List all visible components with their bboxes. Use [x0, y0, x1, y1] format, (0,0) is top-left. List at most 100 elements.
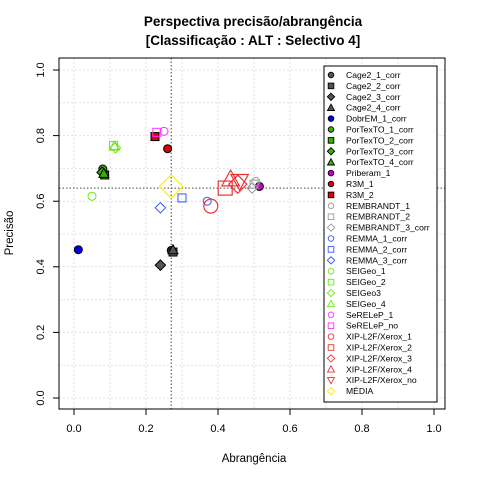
legend-marker-23 — [327, 322, 335, 329]
x-tick-label: 0.6 — [282, 423, 297, 435]
data-point-4 — [73, 245, 83, 255]
legend-marker-9 — [327, 169, 335, 177]
legend-marker-17 — [326, 256, 336, 265]
legend-label-14: REMBRANDT_3_corr — [346, 223, 430, 233]
data-point-24 — [203, 198, 219, 214]
legend-marker-0 — [327, 71, 335, 79]
legend-marker-19 — [327, 278, 335, 286]
data-point-8 — [98, 167, 110, 178]
data-point-3 — [167, 243, 179, 255]
data-point-14 — [246, 182, 259, 194]
legend-marker-25 — [327, 344, 335, 351]
y-axis: 0.0 0.2 0.4 0.6 0.8 1.0 — [35, 62, 59, 406]
chart-subtitle: [Classificação : ALT : Selectivo 4] — [146, 33, 361, 48]
legend-box — [323, 65, 438, 403]
x-tick-label: 0.0 — [66, 423, 81, 435]
legend-label-6: PorTexTO_2_corr — [346, 135, 414, 145]
legend-marker-20 — [326, 288, 336, 298]
y-tick-label: 0.2 — [35, 325, 47, 340]
legend-marker-28 — [326, 376, 336, 385]
legend-label-4: DobrEM_1_corr — [346, 114, 407, 124]
x-tick-label: 0.4 — [210, 423, 225, 435]
legend-marker-4 — [327, 115, 335, 122]
legend-label-17: REMMA_3_corr — [346, 255, 407, 265]
data-points — [73, 126, 264, 272]
legend-marker-12 — [327, 202, 335, 210]
legend-label-8: PorTexTO_4_corr — [346, 157, 414, 167]
legend-marker-1 — [327, 82, 335, 90]
data-point-2 — [154, 259, 167, 272]
x-axis-label: Abrangência — [222, 453, 287, 465]
legend-label-10: R3M_1 — [346, 179, 374, 189]
legend-marker-2 — [326, 92, 336, 102]
legend-label-24: XIP-L2F/Xerox_1 — [346, 332, 412, 342]
legend-marker-15 — [327, 235, 335, 242]
legend-marker-21 — [326, 299, 336, 308]
legend-label-5: PorTexTO_1_corr — [346, 125, 414, 135]
x-axis: 0.0 0.2 0.4 0.6 0.8 1.0 — [66, 409, 442, 435]
legend-marker-6 — [327, 137, 335, 144]
legend-label-11: R3M_2 — [346, 190, 374, 200]
legend-label-21: SEIGeo_4 — [346, 299, 386, 309]
legend-marker-11 — [327, 191, 335, 199]
legend-label-0: Cage2_1_corr — [346, 70, 401, 80]
y-tick-label: 0.6 — [35, 194, 47, 209]
data-point-20 — [109, 141, 122, 154]
y-axis-label: Precisão — [4, 211, 16, 256]
x-tick-label: 1.0 — [426, 423, 441, 435]
legend-label-19: SEIGeo_2 — [346, 277, 386, 287]
legend-label-16: REMMA_2_corr — [346, 244, 407, 254]
legend-marker-18 — [327, 267, 335, 275]
legend-label-3: Cage2_4_corr — [346, 103, 401, 113]
legend-label-13: REMBRANDT_2 — [346, 212, 410, 222]
legend-label-20: SEIGeo3 — [346, 288, 381, 298]
data-point-16 — [177, 193, 187, 203]
legend-marker-14 — [326, 223, 336, 232]
legend-label-23: SeRELeP_no — [346, 321, 398, 331]
data-point-26 — [227, 174, 248, 195]
legend-marker-29 — [326, 386, 336, 396]
data-point-29 — [158, 173, 184, 199]
data-point-21 — [108, 140, 121, 151]
data-point-15 — [202, 196, 212, 206]
legend-label-27: XIP-L2F/Xerox_4 — [346, 364, 412, 374]
data-point-17 — [154, 201, 167, 214]
legend-marker-26 — [326, 354, 336, 363]
legend-marker-13 — [327, 213, 335, 220]
plot-area — [58, 57, 446, 410]
legend-marker-22 — [327, 311, 335, 319]
legend-marker-7 — [326, 147, 336, 156]
data-point-12 — [251, 177, 261, 187]
legend-marker-8 — [326, 157, 336, 166]
legend-marker-27 — [326, 364, 336, 373]
x-tick-label: 0.8 — [354, 423, 369, 435]
legend-label-18: SEIGeo_1 — [346, 266, 386, 276]
legend-label-12: REMBRANDT_1 — [346, 201, 410, 211]
data-point-23 — [152, 127, 162, 137]
legend-label-9: Priberam_1 — [346, 168, 391, 178]
data-point-10 — [163, 144, 173, 154]
x-tick-label: 0.2 — [138, 423, 153, 435]
data-point-18 — [87, 191, 97, 201]
y-tick-label: 0.0 — [35, 390, 47, 405]
y-tick-label: 1.0 — [35, 62, 47, 77]
legend: Cage2_1_corrCage2_2_corrCage2_3_corrCage… — [323, 65, 438, 403]
legend-label-7: PorTexTO_3_corr — [346, 146, 414, 156]
legend-label-29: MÉDIA — [346, 386, 373, 396]
legend-marker-5 — [327, 126, 335, 133]
legend-label-1: Cage2_2_corr — [346, 81, 401, 91]
legend-marker-10 — [327, 180, 335, 188]
data-point-13 — [249, 179, 259, 189]
legend-label-26: XIP-L2F/Xerox_3 — [346, 353, 412, 363]
data-point-28 — [229, 173, 250, 192]
data-point-27 — [220, 168, 241, 187]
y-tick-label: 0.8 — [35, 128, 47, 143]
legend-marker-24 — [327, 333, 335, 340]
chart-title: Perspectiva precisão/abrangência — [144, 14, 363, 29]
y-tick-label: 0.4 — [35, 259, 47, 274]
data-point-22 — [159, 126, 169, 136]
legend-marker-3 — [326, 103, 336, 111]
legend-label-2: Cage2_3_corr — [346, 92, 401, 102]
legend-marker-16 — [327, 246, 335, 253]
